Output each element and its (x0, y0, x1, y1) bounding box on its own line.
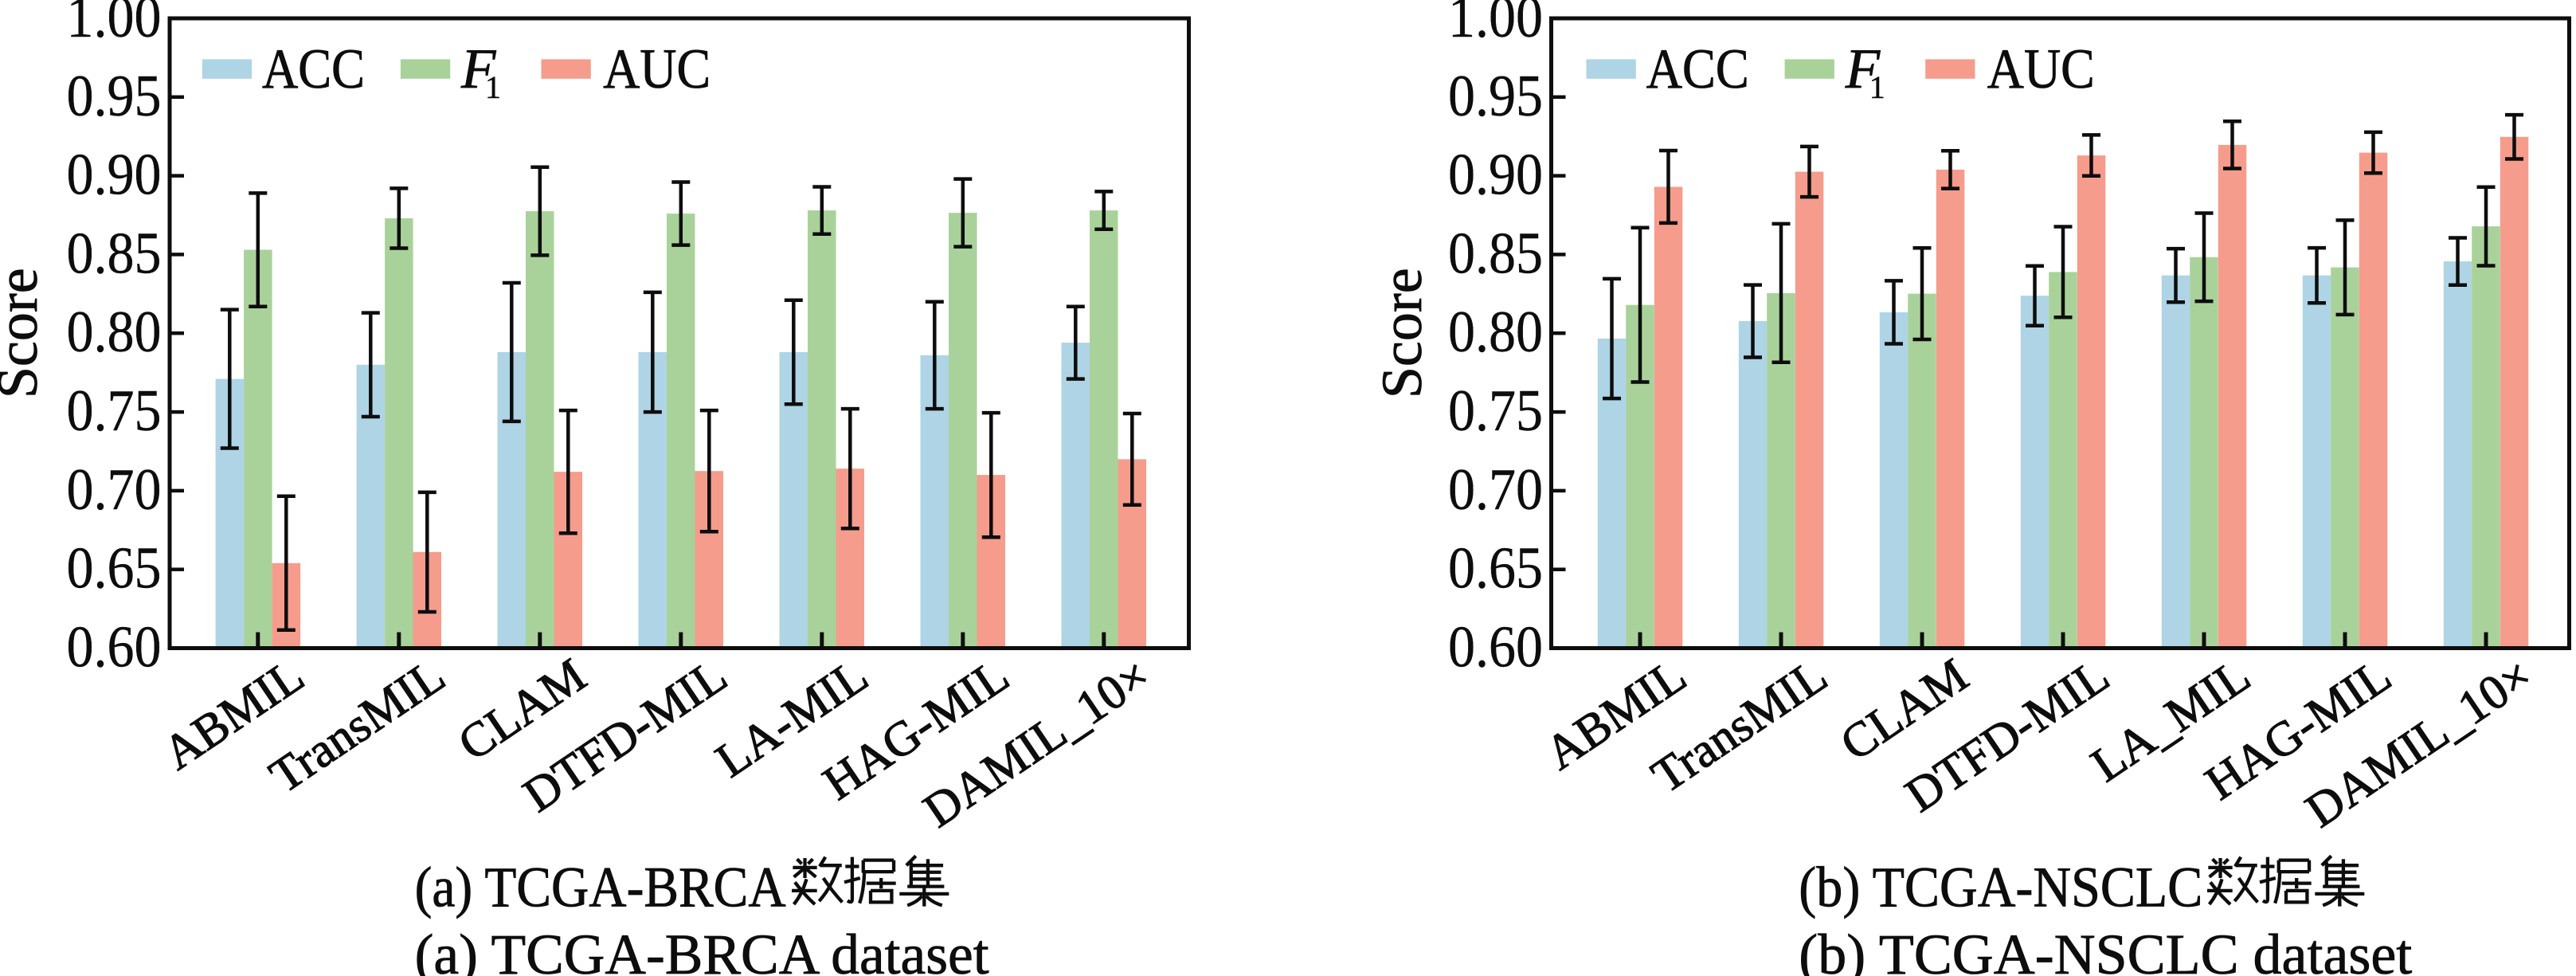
svg-text:AUC: AUC (1987, 38, 2095, 100)
svg-text:0.85: 0.85 (67, 221, 162, 286)
svg-text:0.65: 0.65 (67, 536, 162, 602)
svg-text:0.90: 0.90 (1448, 143, 1543, 208)
svg-text:0.70: 0.70 (67, 457, 162, 523)
svg-text:F: F (460, 38, 496, 100)
svg-text:0.80: 0.80 (1448, 300, 1543, 365)
svg-text:AUC: AUC (603, 38, 711, 100)
svg-text:0.60: 0.60 (67, 615, 162, 680)
svg-text:0.90: 0.90 (67, 143, 162, 208)
svg-text:(b) TCGA-NSCLC dataset: (b) TCGA-NSCLC dataset (1799, 923, 2412, 976)
svg-text:1.00: 1.00 (1448, 0, 1543, 50)
svg-text:1.00: 1.00 (67, 0, 162, 50)
svg-text:0.95: 0.95 (1448, 64, 1543, 129)
svg-text:0.80: 0.80 (67, 300, 162, 365)
svg-text:1: 1 (485, 69, 501, 105)
svg-text:Score: Score (0, 268, 49, 398)
svg-text:(a) TCGA-BRCA dataset: (a) TCGA-BRCA dataset (415, 923, 989, 976)
svg-text:(a) TCGA-BRCA: (a) TCGA-BRCA (415, 856, 786, 919)
svg-text:0.75: 0.75 (1448, 378, 1543, 444)
svg-text:Score: Score (1370, 268, 1434, 398)
svg-text:0.60: 0.60 (1448, 615, 1543, 680)
svg-text:0.95: 0.95 (67, 64, 162, 129)
svg-text:ACC: ACC (262, 38, 365, 100)
svg-text:1: 1 (1869, 69, 1885, 105)
svg-text:ACC: ACC (1646, 38, 1749, 100)
svg-text:0.70: 0.70 (1448, 457, 1543, 523)
svg-text:(b) TCGA-NSCLC: (b) TCGA-NSCLC (1799, 856, 2202, 919)
svg-text:0.65: 0.65 (1448, 536, 1543, 602)
svg-text:F: F (1845, 38, 1881, 100)
svg-text:0.85: 0.85 (1448, 221, 1543, 286)
svg-text:0.75: 0.75 (67, 378, 162, 444)
